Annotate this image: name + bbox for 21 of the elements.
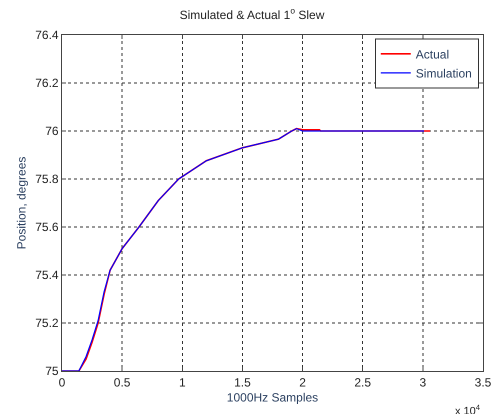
x-tick-label: 2 bbox=[299, 375, 306, 390]
y-tick-label: 75.6 bbox=[35, 220, 59, 234]
y-tick-label: 75 bbox=[45, 364, 59, 378]
x-tick-label: 0 bbox=[58, 375, 66, 390]
y-tick-label: 76 bbox=[45, 124, 59, 138]
legend-label: Simulation bbox=[416, 66, 472, 81]
y-tick-label: 76.4 bbox=[35, 28, 59, 42]
y-tick-label: 75.8 bbox=[35, 172, 59, 186]
y-tick-label: 76.2 bbox=[35, 76, 59, 90]
y-tick-label: 75.4 bbox=[35, 268, 59, 282]
x-axis-title: 1000Hz Samples bbox=[226, 390, 318, 404]
chart-title: Simulated & Actual 1$^{o}$ Slew bbox=[180, 6, 325, 22]
legend-label: Actual bbox=[416, 48, 450, 62]
y-tick-label: 75.2 bbox=[35, 316, 59, 330]
x-tick-label: 1 bbox=[178, 375, 186, 390]
y-axis-title: Position, degrees bbox=[14, 156, 29, 250]
x-tick-label: 0.5 bbox=[114, 375, 131, 390]
x-tick-label: 1.5 bbox=[234, 375, 252, 390]
x-tick-label: 2.5 bbox=[354, 375, 372, 390]
x-tick-label: 3.5 bbox=[474, 375, 492, 390]
x-tick-label: 3 bbox=[420, 375, 427, 390]
